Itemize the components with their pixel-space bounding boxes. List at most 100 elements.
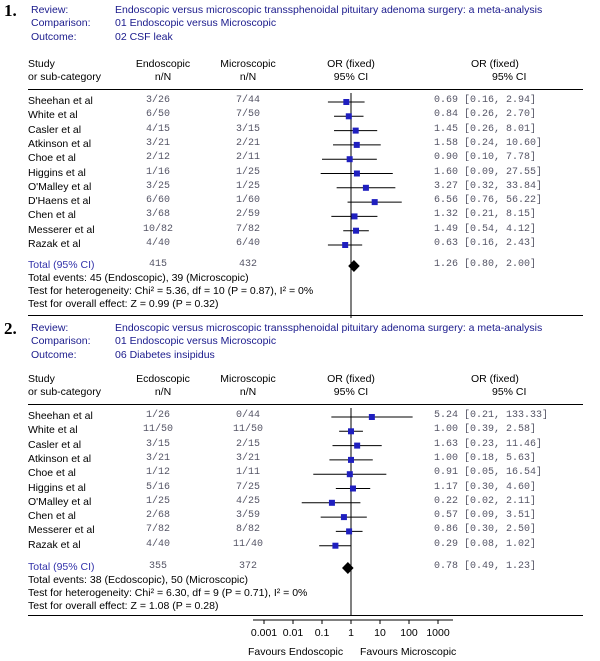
study-name: Chen et al <box>28 209 76 222</box>
group1-count: 4/40 <box>145 538 170 550</box>
or-ci-text: 1.00 [0.18, 5.63] <box>434 452 537 464</box>
group2-count: 2/15 <box>235 438 260 450</box>
col-est-title: OR (fixed) <box>471 373 519 385</box>
col-group2-subtitle: n/N <box>239 71 257 83</box>
or-ci-text: 1.45 [0.26, 8.01] <box>434 123 537 135</box>
or-marker <box>353 227 360 234</box>
col-plot-subtitle: 95% CI <box>333 386 369 398</box>
total-or-ci-text: 1.26 [0.80, 2.00] <box>434 259 537 270</box>
group1-count: 2/68 <box>145 510 170 522</box>
study-name: Higgins et al <box>28 481 86 494</box>
outcome-value: 02 CSF leak <box>115 31 173 43</box>
study-name: O'Malley et al <box>28 180 92 193</box>
comparison-label: Comparison: <box>31 335 91 347</box>
or-marker <box>348 456 354 463</box>
or-marker <box>343 99 350 105</box>
comparison-label: Comparison: <box>31 17 91 29</box>
group1-count: 11/50 <box>142 424 173 436</box>
or-ci-text: 5.24 [0.21, 133.33] <box>434 410 549 421</box>
study-name: Higgins et al <box>28 166 86 179</box>
or-ci-text: 1.60 [0.09, 27.55] <box>434 166 543 178</box>
col-study-title: Study <box>28 58 55 70</box>
group2-count: 2/59 <box>235 209 260 221</box>
or-marker <box>332 542 339 549</box>
study-name: Sheehan et al <box>28 410 93 422</box>
review-label: Review: <box>31 322 69 334</box>
col-study-subtitle: or sub-category <box>28 386 101 398</box>
total-label: Total (95% CI) <box>28 259 95 271</box>
comparison-value: 01 Endoscopic versus Microscopic <box>115 335 277 347</box>
total-group1: 415 <box>148 259 167 270</box>
total-group2: 432 <box>238 259 257 270</box>
or-marker <box>354 442 361 449</box>
overall-effect-test: Test for overall effect: Z = 0.99 (P = 0… <box>28 298 219 310</box>
group1-count: 1/12 <box>145 467 170 479</box>
group1-count: 7/82 <box>145 524 170 536</box>
group1-count: 3/21 <box>145 452 170 464</box>
group1-count: 6/60 <box>145 195 170 207</box>
or-marker <box>353 170 360 177</box>
overall-effect-test: Test for overall effect: Z = 1.08 (P = 0… <box>28 600 219 612</box>
group2-count: 11/40 <box>232 538 263 550</box>
col-plot-title: OR (fixed) <box>327 58 375 70</box>
axis-tick-label: 0.001 <box>250 627 278 639</box>
axis-tick-label: 1000 <box>426 627 450 639</box>
or-marker <box>353 141 360 148</box>
or-ci-text: 0.86 [0.30, 2.50] <box>434 524 537 536</box>
or-marker <box>346 471 353 478</box>
or-marker <box>346 528 353 535</box>
group1-count: 1/26 <box>145 410 170 421</box>
study-name: Messerer et al <box>28 524 95 537</box>
col-group1-subtitle: n/N <box>154 386 172 398</box>
group2-count: 1/25 <box>235 166 260 178</box>
group1-count: 3/21 <box>145 137 170 149</box>
col-est-title: OR (fixed) <box>471 58 519 70</box>
group1-count: 5/16 <box>145 481 170 493</box>
or-marker <box>348 428 354 435</box>
or-marker <box>362 184 369 191</box>
group1-count: 2/12 <box>145 152 170 164</box>
or-ci-text: 0.22 [0.02, 2.11] <box>434 495 537 507</box>
group1-count: 6/50 <box>145 109 170 121</box>
heterogeneity-test: Test for heterogeneity: Chi² = 5.36, df … <box>28 285 314 297</box>
group2-count: 2/11 <box>235 152 260 164</box>
total-events: Total events: 38 (Ecdoscopic), 50 (Micro… <box>28 574 249 586</box>
group2-count: 1/25 <box>235 180 260 192</box>
bottom-rule <box>28 615 583 616</box>
group2-count: 7/44 <box>235 95 260 106</box>
col-group2-title: Microscopic <box>220 373 276 385</box>
study-name: Sheehan et al <box>28 95 93 107</box>
study-name: Choe et al <box>28 152 76 165</box>
or-marker <box>340 514 347 521</box>
or-ci-text: 0.91 [0.05, 16.54] <box>434 467 543 479</box>
group1-count: 3/15 <box>145 438 170 450</box>
or-ci-text: 0.29 [0.08, 1.02] <box>434 538 537 550</box>
axis-tick-label: 0.01 <box>282 627 304 639</box>
or-ci-text: 0.90 [0.10, 7.78] <box>434 152 537 164</box>
study-name: Casler et al <box>28 123 82 136</box>
review-label: Review: <box>31 4 69 16</box>
favours-left-label: Favours Endoscopic <box>248 646 344 658</box>
or-marker <box>349 485 356 492</box>
favours-right-label: Favours Microscopic <box>360 646 457 658</box>
or-ci-text: 1.63 [0.23, 11.46] <box>434 438 543 450</box>
study-name: Atkinson et al <box>28 452 92 465</box>
pooled-diamond <box>348 260 360 272</box>
heterogeneity-test: Test for heterogeneity: Chi² = 6.30, df … <box>28 587 308 599</box>
or-marker <box>346 156 353 163</box>
or-marker <box>352 127 359 134</box>
group2-count: 7/82 <box>235 223 260 235</box>
col-group2-title: Microscopic <box>220 58 276 70</box>
or-ci-text: 0.63 [0.16, 2.43] <box>434 238 537 249</box>
col-est-subtitle: 95% CI <box>492 386 527 398</box>
col-est-subtitle: 95% CI <box>492 71 527 83</box>
study-name: Messerer et al <box>28 223 95 236</box>
review-value: Endoscopic versus microscopic transsphen… <box>115 4 543 16</box>
header-rule <box>28 89 583 90</box>
or-ci-text: 0.57 [0.09, 3.51] <box>434 510 537 522</box>
col-study-title: Study <box>28 373 55 385</box>
group1-count: 3/68 <box>145 209 170 221</box>
pooled-diamond <box>342 562 354 574</box>
axis-tick-label: 10 <box>374 627 386 639</box>
